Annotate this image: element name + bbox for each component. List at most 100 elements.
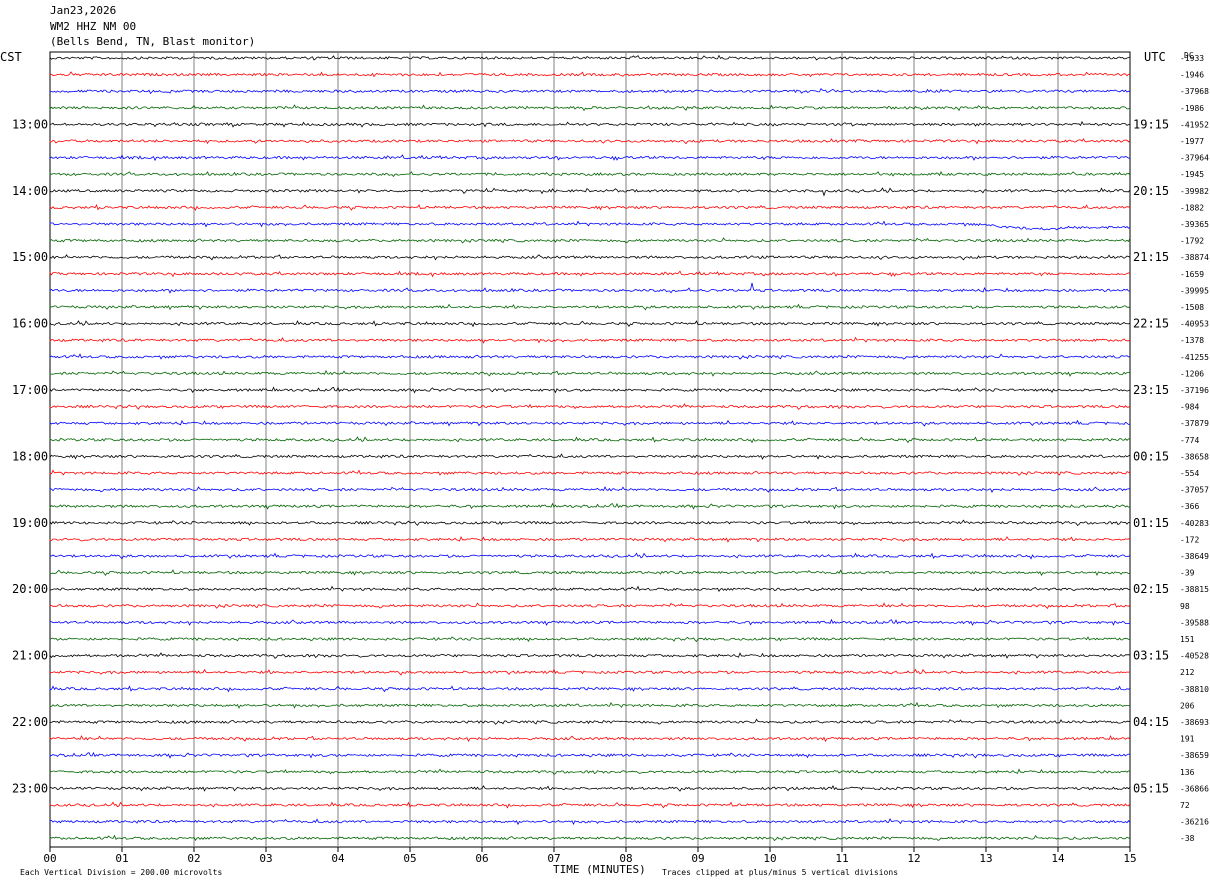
dc-offset-label: -554 xyxy=(1180,469,1199,478)
trace-43 xyxy=(49,768,1131,776)
x-tick-label: 09 xyxy=(691,852,704,865)
trace-13 xyxy=(49,270,1131,278)
trace-29 xyxy=(49,536,1131,543)
trace-2 xyxy=(49,88,1131,95)
trace-30 xyxy=(49,552,1131,560)
trace-46 xyxy=(49,818,1131,826)
right-hour-label: 20:15 xyxy=(1133,184,1169,198)
trace-40 xyxy=(49,718,1131,725)
dc-offset-label: -1945 xyxy=(1180,170,1204,179)
trace-35 xyxy=(49,636,1131,643)
trace-8 xyxy=(49,187,1131,197)
dc-offset-label: -40528 xyxy=(1180,652,1209,661)
dc-offset-label: -41255 xyxy=(1180,353,1209,362)
dc-offset-label: -1946 xyxy=(1180,71,1204,80)
x-tick-label: 07 xyxy=(547,852,560,865)
header-date: Jan23,2026 xyxy=(50,4,117,17)
dc-offset-label: -1933 xyxy=(1180,54,1204,63)
scale-note: Each Vertical Division = 200.00 microvol… xyxy=(20,868,222,877)
dc-offset-label: -1792 xyxy=(1180,237,1204,246)
trace-26 xyxy=(49,486,1131,493)
plot-frame xyxy=(49,51,1131,848)
left-hour-label: 16:00 xyxy=(12,317,48,331)
dc-offset-label: -36866 xyxy=(1180,784,1209,793)
trace-32 xyxy=(49,585,1131,592)
dc-offset-label: -39365 xyxy=(1180,220,1209,229)
x-tick-label: 05 xyxy=(403,852,416,865)
dc-offset-label: -40283 xyxy=(1180,519,1209,528)
trace-45 xyxy=(49,801,1131,809)
trace-39 xyxy=(49,701,1131,709)
dc-offset-label: -38810 xyxy=(1180,685,1209,694)
trace-44 xyxy=(49,784,1131,792)
trace-17 xyxy=(49,336,1131,344)
trace-3 xyxy=(49,104,1131,112)
trace-31 xyxy=(49,569,1131,577)
right-hour-label: 00:15 xyxy=(1133,449,1169,463)
trace-7 xyxy=(49,170,1131,178)
dc-offset-label: -1986 xyxy=(1180,104,1204,113)
dc-offset-label: -39995 xyxy=(1180,286,1209,295)
trace-42 xyxy=(49,751,1131,759)
trace-28 xyxy=(49,519,1131,527)
left-hour-label: 18:00 xyxy=(12,449,48,463)
dc-offset-label: -1659 xyxy=(1180,270,1204,279)
dc-offset-label: -38874 xyxy=(1180,253,1209,262)
x-tick-label: 06 xyxy=(475,852,488,865)
dc-offset-label: -172 xyxy=(1180,535,1199,544)
trace-12 xyxy=(49,254,1131,261)
dc-offset-label: -1882 xyxy=(1180,203,1204,212)
left-hour-label: 15:00 xyxy=(12,250,48,264)
dc-offset-label: -1378 xyxy=(1180,336,1204,345)
left-timezone: CST xyxy=(0,50,22,64)
chart-labels: -1933 -1946 -37968 -1986 -41952 -1977 -37964 -1… xyxy=(0,50,1209,877)
dc-offset-label: -39982 xyxy=(1180,187,1209,196)
trace-0 xyxy=(49,54,1131,61)
right-hour-label: 23:15 xyxy=(1133,383,1169,397)
trace-37 xyxy=(49,668,1131,676)
left-hour-label: 19:00 xyxy=(12,516,48,530)
dc-offset-label: -41952 xyxy=(1180,120,1209,129)
dc-offset-label: -1508 xyxy=(1180,303,1204,312)
right-hour-label: 19:15 xyxy=(1133,117,1169,131)
x-tick-label: 01 xyxy=(115,852,128,865)
trace-25 xyxy=(49,469,1131,476)
right-hour-label: 02:15 xyxy=(1133,582,1169,596)
trace-6 xyxy=(49,154,1131,162)
trace-14 xyxy=(49,282,1131,294)
trace-41 xyxy=(49,734,1131,743)
dc-offset-label: -38815 xyxy=(1180,585,1209,594)
dc-offset-label: -1206 xyxy=(1180,369,1204,378)
left-hour-label: 23:00 xyxy=(12,781,48,795)
trace-34 xyxy=(49,618,1131,626)
right-hour-label: 04:15 xyxy=(1133,715,1169,729)
dc-offset-label: -38659 xyxy=(1180,751,1209,760)
clip-note: Traces clipped at plus/minus 5 vertical … xyxy=(662,868,898,877)
dc-header: DC xyxy=(1184,51,1194,60)
header-location: (Bells Bend, TN, Blast monitor) xyxy=(50,35,256,48)
dc-offset-label: 98 xyxy=(1180,602,1190,611)
trace-18 xyxy=(49,353,1131,360)
trace-23 xyxy=(49,436,1131,444)
x-tick-label: 14 xyxy=(1051,852,1065,865)
x-tick-label: 02 xyxy=(187,852,200,865)
x-tick-label: 03 xyxy=(259,852,272,865)
right-hour-label: 01:15 xyxy=(1133,516,1169,530)
trace-33 xyxy=(49,602,1131,609)
dc-offset-label: -38658 xyxy=(1180,452,1209,461)
dc-offset-label: -366 xyxy=(1180,502,1199,511)
left-hour-label: 13:00 xyxy=(12,117,48,131)
dc-offset-label: 212 xyxy=(1180,668,1195,677)
trace-27 xyxy=(49,502,1131,510)
right-hour-label: 03:15 xyxy=(1133,649,1169,663)
dc-offset-label: -38 xyxy=(1180,834,1195,843)
left-hour-label: 20:00 xyxy=(12,582,48,596)
trace-36 xyxy=(49,652,1131,659)
dc-offset-label: -37057 xyxy=(1180,486,1209,495)
trace-4 xyxy=(49,120,1131,128)
right-hour-label: 21:15 xyxy=(1133,250,1169,264)
header-station: WM2 HHZ NM 00 xyxy=(50,20,137,33)
right-hour-label: 05:15 xyxy=(1133,781,1169,795)
dc-offset-label: -37968 xyxy=(1180,87,1209,96)
